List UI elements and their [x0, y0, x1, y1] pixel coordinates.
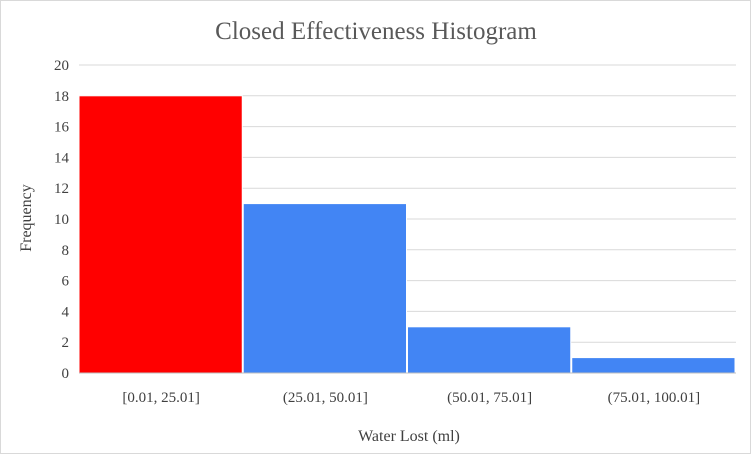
y-tick-label: 20 [54, 58, 69, 74]
bar-4 [571, 357, 736, 374]
y-tick-label: 16 [54, 120, 70, 136]
bar-1 [78, 95, 243, 374]
y-axis-ticks: 0 2 4 6 8 10 12 14 16 18 20 [54, 58, 70, 382]
x-axis-ticks: [0.01, 25.01] (25.01, 50.01] (50.01, 75.01… [122, 390, 700, 406]
x-tick-label: (50.01, 75.01] [447, 390, 532, 406]
y-axis-label: Frequency [18, 184, 35, 252]
y-tick-label: 12 [54, 181, 69, 197]
chart-title: Closed Effectiveness Histogram [215, 18, 537, 45]
y-tick-label: 2 [62, 335, 70, 351]
y-tick-label: 18 [54, 89, 69, 105]
bar-3 [407, 326, 572, 374]
x-tick-label: (75.01, 100.01] [608, 390, 701, 406]
bar-2 [242, 203, 407, 374]
y-tick-label: 6 [62, 274, 70, 290]
x-tick-label: (25.01, 50.01] [283, 390, 368, 406]
y-tick-label: 4 [62, 304, 70, 320]
x-tick-label: [0.01, 25.01] [122, 390, 200, 406]
bars [78, 95, 736, 374]
x-axis-label: Water Lost (ml) [358, 428, 460, 445]
y-tick-label: 14 [54, 150, 70, 166]
y-tick-label: 10 [54, 212, 69, 228]
y-tick-label: 8 [62, 243, 70, 259]
y-tick-label: 0 [62, 366, 70, 382]
